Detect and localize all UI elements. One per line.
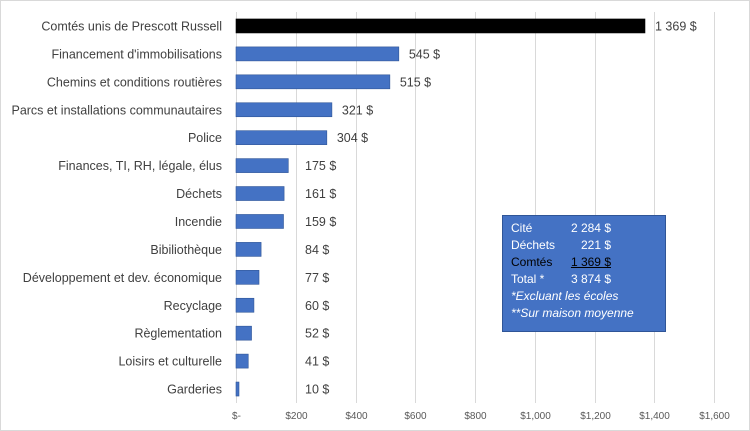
x-tick-label: $-: [232, 411, 241, 422]
bar: [235, 74, 391, 90]
data-label: 161 $: [305, 187, 336, 201]
summary-value: 1 369 $: [570, 255, 611, 269]
category-label: Développement et dev. économique: [23, 271, 222, 285]
category-label: Garderies: [167, 383, 222, 397]
data-label: 1 369 $: [655, 19, 697, 33]
data-label: 84 $: [305, 243, 329, 257]
bar: [235, 158, 289, 173]
bar: [235, 353, 249, 369]
data-label: 52 $: [305, 327, 329, 341]
x-tick-label: $1,200: [580, 411, 611, 422]
x-tick-label: $600: [404, 411, 427, 422]
summary-value: 3 874 $: [570, 272, 611, 286]
bar: [235, 130, 328, 145]
category-label: Financement d'immobilisations: [51, 47, 222, 61]
category-label: Loisirs et culturelle: [118, 355, 222, 369]
data-label: 77 $: [305, 271, 329, 285]
data-label: 515 $: [400, 75, 431, 89]
data-label: 159 $: [305, 215, 336, 229]
category-label: Chemins et conditions routières: [47, 75, 222, 89]
category-label: Parcs et installations communautaires: [11, 103, 222, 117]
summary-label: Déchets: [511, 238, 556, 252]
data-label: 545 $: [409, 47, 440, 61]
bar: [235, 270, 260, 285]
data-label: 60 $: [305, 299, 329, 313]
x-axis-tick-labels: $- $200 $400 $600 $800 $1,000 $1,200 $1,400 $1,6…: [232, 411, 730, 422]
category-label: Déchets: [176, 187, 222, 201]
data-label: 41 $: [305, 355, 329, 369]
category-labels: Comtés unis de Prescott Russell Financeme…: [11, 19, 222, 396]
summary-row-cite: Cité 2 284 $: [511, 220, 657, 237]
x-tick-label: $400: [345, 411, 368, 422]
summary-row-dechets: Déchets 221 $: [511, 237, 657, 254]
summary-label: Total *: [511, 272, 545, 286]
category-label: Bibiliothèque: [150, 243, 222, 257]
category-label: Comtés unis de Prescott Russell: [41, 19, 222, 33]
summary-label: Cité: [511, 221, 533, 235]
data-label: 10 $: [305, 383, 329, 397]
category-label: Finances, TI, RH, légale, élus: [58, 159, 222, 173]
data-label: 175 $: [305, 159, 336, 173]
bar: [235, 242, 262, 257]
summary-box: Cité 2 284 $ Déchets 221 $ Comtés 1 369 $ T…: [502, 215, 666, 332]
x-tick-label: $800: [464, 411, 487, 422]
data-labels: 1 369 $ 545 $ 515 $ 321 $ 304 $175 $ 161 $ 159…: [305, 19, 697, 396]
bar: [235, 102, 333, 118]
x-tick-label: $200: [285, 411, 308, 422]
x-tick-label: $1,600: [699, 411, 730, 422]
summary-row-comtes: Comtés 1 369 $: [511, 254, 657, 271]
bar: [235, 381, 240, 397]
x-tick-label: $1,400: [639, 411, 670, 422]
summary-row-total: Total * 3 874 $: [511, 271, 657, 288]
bar: [235, 186, 285, 201]
bar: [235, 46, 400, 62]
gridlines: [236, 12, 715, 403]
bar: [235, 214, 284, 229]
bar: [235, 18, 646, 34]
data-label: 304 $: [337, 131, 368, 145]
category-label: Recyclage: [164, 299, 222, 313]
category-label: Règlementation: [134, 327, 222, 341]
bar: [235, 325, 252, 341]
bars: [235, 18, 646, 397]
bar: [235, 297, 255, 313]
data-label: 321 $: [342, 103, 373, 117]
summary-label: Comtés: [511, 255, 553, 269]
summary-note-average-house: **Sur maison moyenne: [511, 306, 634, 320]
category-label: Incendie: [175, 215, 222, 229]
summary-value: 2 284 $: [570, 221, 611, 235]
summary-note-schools: *Excluant les écoles: [511, 289, 619, 303]
x-tick-label: $1,000: [520, 411, 551, 422]
summary-value: 221 $: [580, 238, 611, 252]
category-label: Police: [188, 131, 222, 145]
